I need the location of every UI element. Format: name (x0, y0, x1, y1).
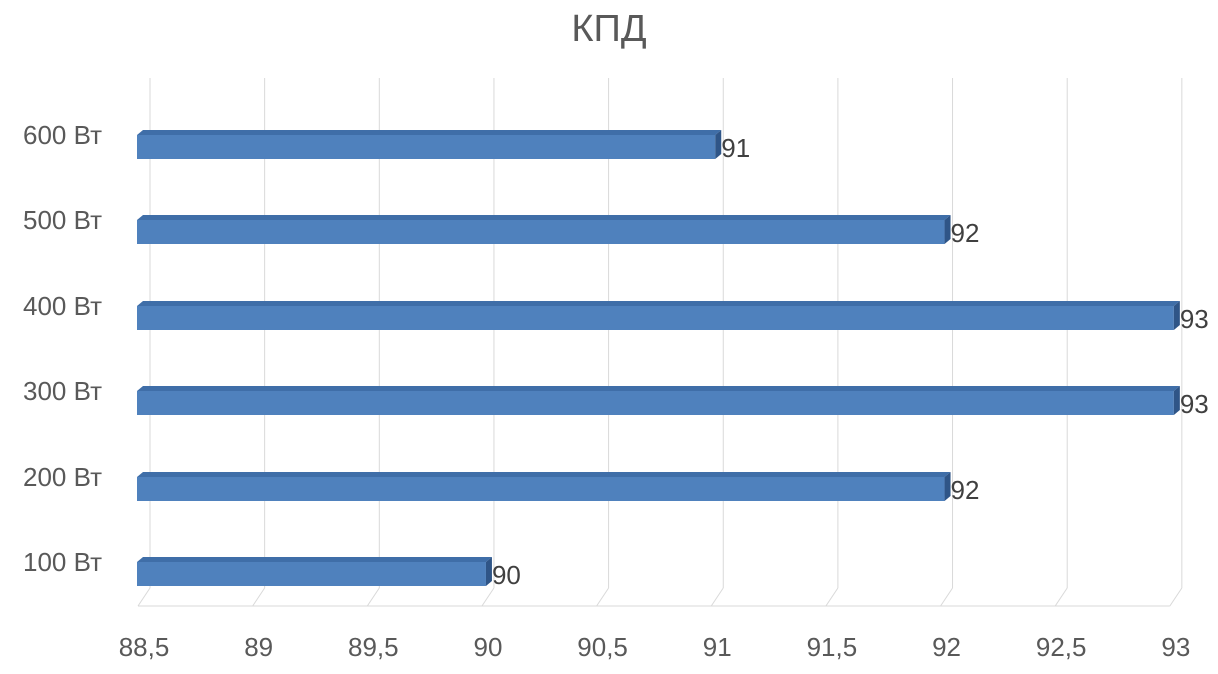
x-tick-label: 89,5 (348, 632, 399, 662)
bar-end (1173, 386, 1180, 415)
bar-end (485, 557, 492, 586)
bar-top (137, 301, 1180, 306)
x-tick-label: 88,5 (119, 632, 170, 662)
bar (137, 386, 1180, 415)
bar-front (137, 562, 486, 586)
bar-front (137, 135, 716, 159)
gridline-floor (710, 587, 724, 607)
x-tick-label: 90,5 (577, 632, 628, 662)
gridline-floor (1169, 587, 1183, 607)
bars: 90 92 93 93 92 91 (137, 130, 1209, 590)
x-tick-label: 91 (703, 632, 732, 662)
gridline-floor (1054, 587, 1068, 607)
category-label: 600 Вт (23, 120, 102, 150)
bar-front (137, 306, 1174, 330)
x-tick-label: 92,5 (1036, 632, 1087, 662)
x-tick-label: 90 (473, 632, 502, 662)
gridline-floor (366, 587, 380, 607)
gridline-floor (137, 587, 151, 607)
gridline-floor (825, 587, 839, 607)
bar-end (1173, 301, 1180, 330)
chart-title: КПД (571, 8, 647, 50)
category-label: 100 Вт (23, 547, 102, 577)
data-label: 90 (492, 560, 521, 590)
bar-top (137, 130, 722, 135)
category-label: 400 Вт (23, 291, 102, 321)
data-label: 91 (721, 133, 750, 163)
gridline-floor (481, 587, 495, 607)
tick-labels: 88,5 89 89,5 90 90,5 91 91,5 92 92,5 93 (119, 632, 1191, 662)
data-label: 92 (951, 218, 980, 248)
x-tick-label: 93 (1161, 632, 1190, 662)
bar-front (137, 391, 1174, 415)
bar-top (137, 557, 492, 562)
bar-top (137, 386, 1180, 391)
category-label: 300 Вт (23, 376, 102, 406)
gridline-floor (596, 587, 610, 607)
bar-end (944, 472, 951, 501)
data-label: 92 (951, 475, 980, 505)
data-label: 93 (1180, 304, 1209, 334)
gridline-floor (252, 587, 266, 607)
x-tick-label: 92 (932, 632, 961, 662)
bar-end (944, 215, 951, 244)
x-tick-label: 89 (244, 632, 273, 662)
bar-front (137, 220, 945, 244)
bar (137, 215, 951, 244)
x-tick-label: 91,5 (807, 632, 858, 662)
bar (137, 130, 722, 159)
bar-end (715, 130, 722, 159)
bar-front (137, 477, 945, 501)
bar-top (137, 472, 951, 477)
data-label: 93 (1180, 389, 1209, 419)
category-labels: 100 Вт 200 Вт 300 Вт 400 Вт 500 Вт 600 Вт (23, 120, 102, 577)
gridlines (137, 78, 1183, 607)
category-label: 200 Вт (23, 462, 102, 492)
bar (137, 472, 951, 501)
category-label: 500 Вт (23, 205, 102, 235)
bar-top (137, 215, 951, 220)
gridline-floor (940, 587, 953, 607)
bar (137, 301, 1180, 330)
bar (137, 557, 492, 586)
